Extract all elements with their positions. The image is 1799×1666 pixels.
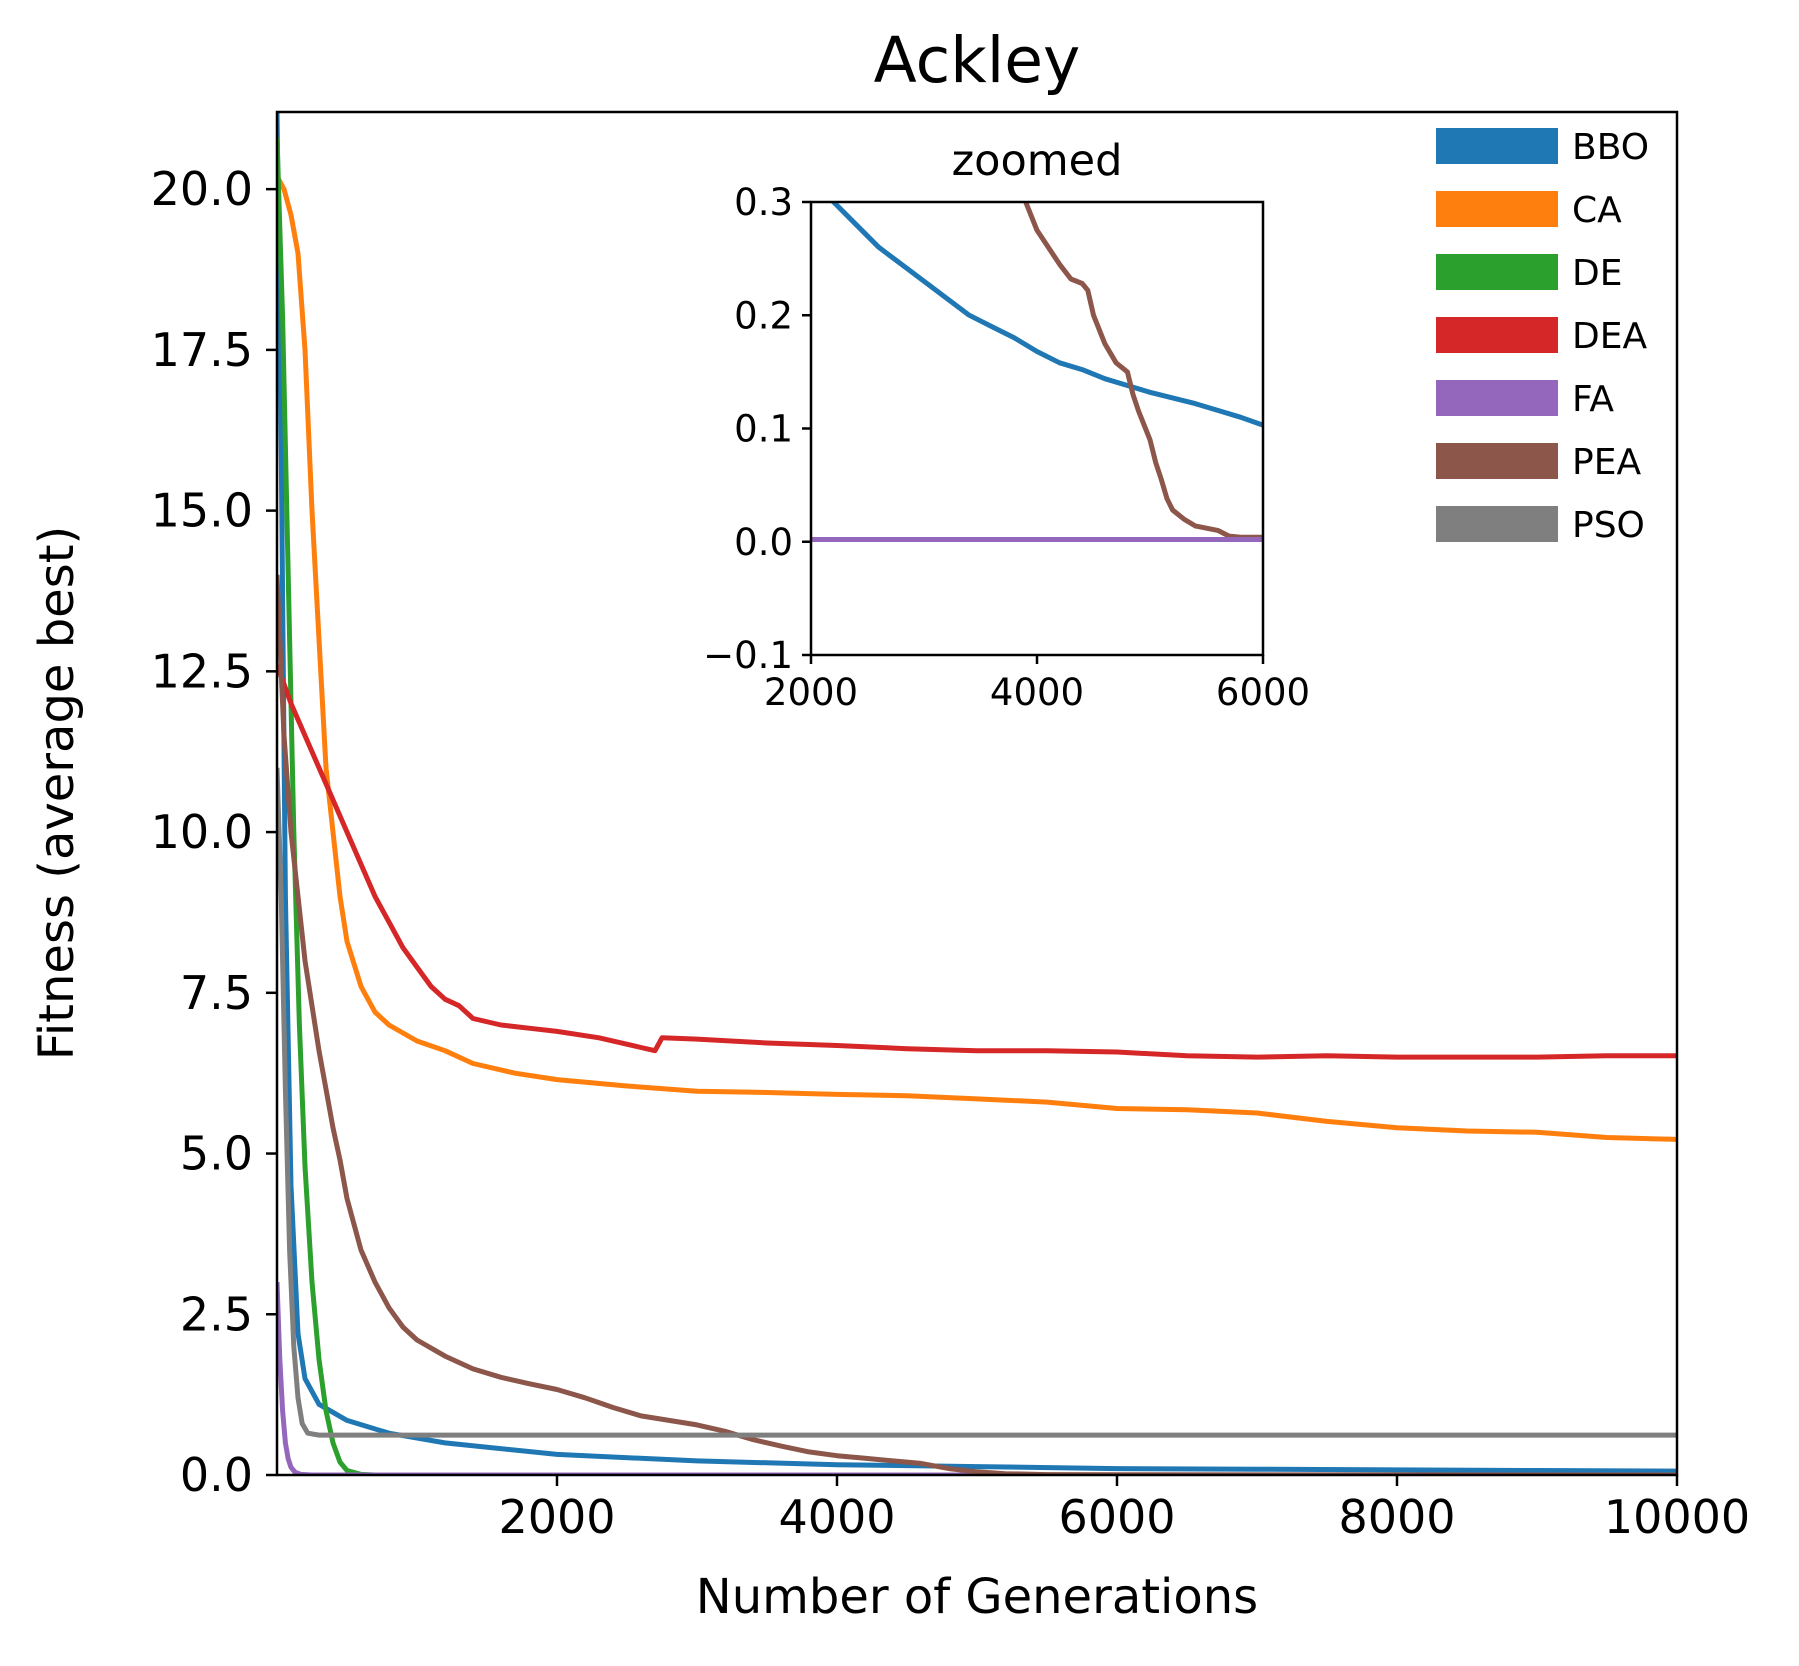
legend-swatch-bbo (1436, 128, 1558, 164)
legend-label-pso: PSO (1572, 505, 1645, 546)
chart-title: Ackley (874, 24, 1081, 97)
inset-y-tick-label: 0.2 (734, 294, 793, 337)
series-line-pso (277, 767, 1677, 1438)
y-tick-label: 5.0 (180, 1127, 253, 1181)
legend-swatch-de (1436, 254, 1558, 290)
y-tick-label: 12.5 (151, 644, 253, 698)
legend-label-dea: DEA (1572, 316, 1647, 357)
x-tick-label: 10000 (1604, 1490, 1750, 1544)
y-tick-label: 20.0 (151, 162, 253, 216)
y-tick-label: 0.0 (180, 1448, 253, 1502)
x-tick-label: 2000 (498, 1490, 615, 1544)
legend: BBO CA DE DEA FA PEA PSO (1436, 127, 1649, 546)
legend-swatch-ca (1436, 191, 1558, 227)
legend-swatch-pso (1436, 506, 1558, 542)
series-line-bbo (277, 112, 1677, 1474)
x-tick-label: 6000 (1058, 1490, 1175, 1544)
inset-series-line-bbo (830, 202, 1263, 428)
inset-y-tick-label: −0.1 (703, 634, 793, 677)
y-tick-label: 17.5 (151, 323, 253, 377)
x-axis-label: Number of Generations (696, 1569, 1258, 1625)
series-line-pea (277, 574, 1677, 1475)
x-tick-label: 8000 (1338, 1490, 1455, 1544)
inset-x-tick-label: 4000 (990, 671, 1084, 714)
inset-background (811, 202, 1263, 655)
inset-x-tick-label: 2000 (764, 671, 858, 714)
series-line-dea (277, 664, 1677, 1060)
y-tick-label: 10.0 (151, 805, 253, 859)
inset-title: zoomed (952, 136, 1123, 186)
main-series-group (277, 112, 1677, 1475)
y-tick-label: 15.0 (151, 484, 253, 538)
legend-swatch-dea (1436, 317, 1558, 353)
legend-label-fa: FA (1572, 379, 1614, 420)
y-tick-label: 7.5 (180, 966, 253, 1020)
y-tick-label: 2.5 (180, 1287, 253, 1341)
legend-label-bbo: BBO (1572, 127, 1649, 168)
main-plot: 2000 4000 6000 8000 10000 0.0 2.5 5.0 7.5 10.0 12.… (29, 24, 1750, 1625)
legend-label-de: DE (1572, 253, 1622, 294)
legend-label-pea: PEA (1572, 442, 1641, 483)
inset-plot: 2000 4000 6000 −0.1 0.0 0.1 0.2 0.3 zoomed (703, 136, 1310, 714)
legend-label-ca: CA (1572, 190, 1622, 231)
y-axis-label: Fitness (average best) (29, 526, 85, 1061)
main-plot-frame (275, 110, 1679, 1477)
inset-x-tick-label: 6000 (1216, 671, 1310, 714)
inset-y-tick-label: 0.3 (734, 181, 793, 224)
legend-swatch-fa (1436, 380, 1558, 416)
inset-y-tick-label: 0.0 (734, 521, 793, 564)
series-line-ca (277, 175, 1677, 1142)
inset-series-group (811, 202, 1263, 542)
legend-swatch-pea (1436, 443, 1558, 479)
inset-y-tick-label: 0.1 (734, 408, 793, 451)
inset-series-line-pea (1023, 202, 1263, 540)
x-tick-label: 4000 (778, 1490, 895, 1544)
